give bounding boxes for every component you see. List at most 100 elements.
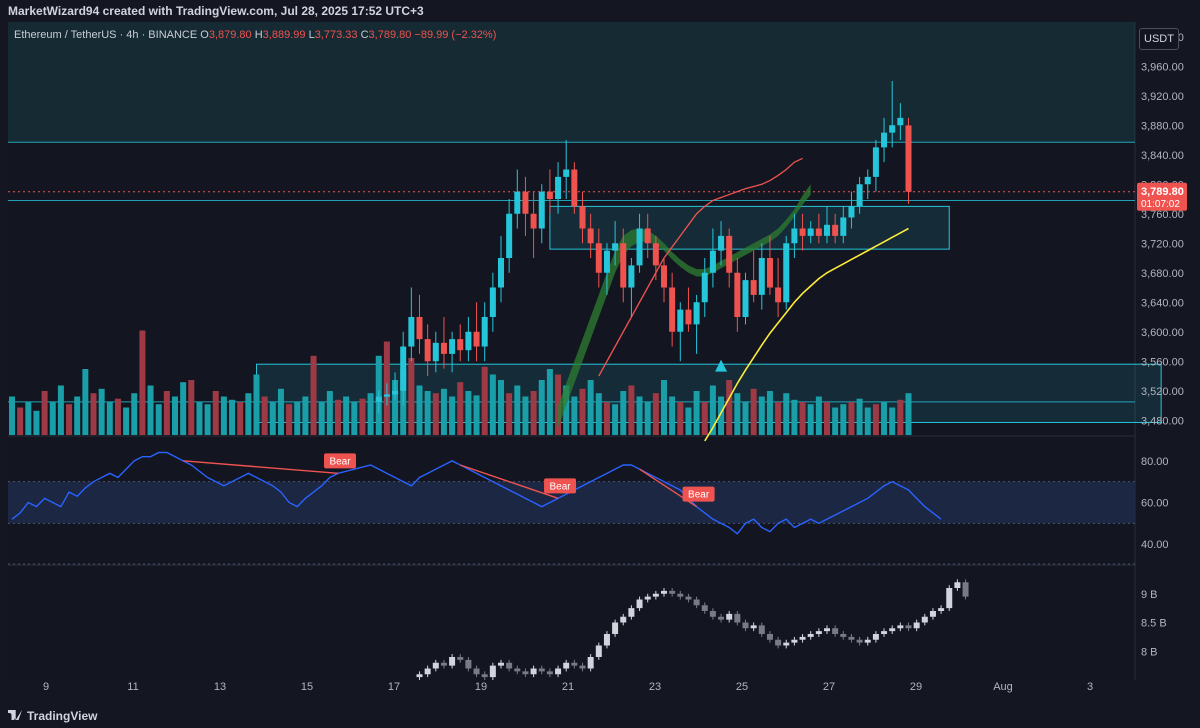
time-tick-label: 29 [910, 681, 922, 693]
volume-bar [50, 402, 56, 435]
volume-bar [359, 399, 365, 435]
mcap-candle-body [759, 625, 765, 634]
volume-bar [196, 402, 202, 435]
candle-body [718, 236, 724, 251]
candle-body [824, 225, 830, 236]
volume-bar [335, 400, 341, 435]
candle-body [441, 343, 447, 354]
volume-bar [82, 369, 88, 435]
candle-body [514, 192, 520, 214]
candle-body [433, 343, 439, 361]
mcap-candle-body [791, 640, 797, 643]
mcap-candle-body [710, 611, 716, 617]
volume-bar [99, 389, 105, 435]
volume-bar [107, 402, 113, 435]
divergence-line [183, 461, 338, 474]
volume-bar [547, 369, 553, 435]
volume-bar [653, 393, 659, 435]
volume-bar [873, 404, 879, 435]
volume-bar [42, 391, 48, 435]
volume-bar [311, 356, 317, 435]
candle-body [417, 317, 423, 339]
candle-body [392, 391, 398, 395]
volume-bar [808, 404, 814, 435]
volume-bar [294, 402, 300, 435]
divergence-label: Bear [688, 490, 710, 501]
volume-bar [351, 402, 357, 435]
volume-bar [596, 393, 602, 435]
volume-bar [791, 400, 797, 435]
candle-body [767, 258, 773, 288]
volume-bar [800, 402, 806, 435]
mcap-candle-body [474, 669, 480, 675]
mcap-candle-body [539, 669, 545, 672]
candle-body [726, 236, 732, 273]
mcap-candle-body [816, 631, 822, 634]
mcap-candle-body [604, 634, 610, 646]
price-tick-label: 3,560.00 [1141, 356, 1184, 368]
volume-bar [669, 397, 675, 436]
volume-bar [482, 367, 488, 435]
volume-bar [726, 380, 732, 435]
mcap-candle-body [514, 669, 520, 672]
volume-bar [645, 402, 651, 435]
candle-body [710, 251, 716, 273]
volume-bar [188, 380, 194, 435]
volume-bar [775, 402, 781, 435]
candle-body [677, 310, 683, 332]
divergence-label: Bear [549, 481, 571, 492]
volume-bar [881, 402, 887, 435]
candle-body [498, 258, 504, 288]
currency-button[interactable]: USDT [1139, 28, 1179, 50]
candle-body [588, 229, 594, 244]
time-tick-label: 17 [388, 681, 400, 693]
symbol-name: Ethereum / TetherUS · 4h · BINANCE [14, 29, 197, 41]
volume-bar [474, 395, 480, 435]
time-axis[interactable]: 9 11 13 15 17 19 21 23 25 27 29 Aug 3 [43, 681, 1093, 693]
candle-body [400, 347, 406, 391]
candle-body [482, 317, 488, 347]
mcap-candle-body [628, 608, 634, 617]
candle-body [596, 243, 602, 273]
mcap-candle-body [914, 623, 920, 629]
mcap-candle-body [661, 591, 667, 594]
mcap-candle-body [734, 614, 740, 623]
mcap-candle-body [612, 623, 618, 635]
volume-bar [343, 397, 349, 436]
mcap-candle-body [653, 594, 659, 597]
mcap-candle-body [457, 657, 463, 660]
volume-bar [743, 402, 749, 435]
volume-bar [33, 411, 39, 435]
candle-body [645, 229, 651, 244]
mcap-candle-body [580, 666, 586, 669]
volume-bar [131, 393, 137, 435]
volume-bar [571, 397, 577, 436]
mcap-candle-body [669, 591, 675, 594]
volume-bar [857, 399, 863, 435]
volume-bar [848, 402, 854, 435]
price-axis[interactable]: 4,000.003,960.003,920.003,880.003,840.00… [1137, 32, 1187, 428]
volume-bar [245, 393, 251, 435]
time-tick-label: 21 [562, 681, 574, 693]
volume-bar [637, 397, 643, 436]
mcap-candle-body [588, 657, 594, 669]
volume-bar [604, 402, 610, 435]
candle-body [604, 251, 610, 273]
chart-canvas[interactable]: 4,000.003,960.003,920.003,880.003,840.00… [0, 0, 1200, 704]
mcap-candle-body [490, 666, 496, 678]
volume-bar [620, 391, 626, 435]
candle-body [425, 339, 431, 361]
tradingview-logo[interactable]: TradingView [8, 709, 97, 723]
volume-bar [433, 393, 439, 435]
mcap-candle-body [840, 634, 846, 637]
time-tick-label: 25 [736, 681, 748, 693]
mcap-candle-body [865, 640, 871, 643]
volume-bar [661, 380, 667, 435]
mcap-tick-label: 8.5 B [1141, 618, 1167, 630]
candle-body [580, 206, 586, 228]
open-label: O [200, 29, 209, 41]
candle-body [408, 317, 414, 347]
volume-bar [66, 404, 72, 435]
candle-body [474, 332, 480, 347]
volume-bar [417, 386, 423, 436]
